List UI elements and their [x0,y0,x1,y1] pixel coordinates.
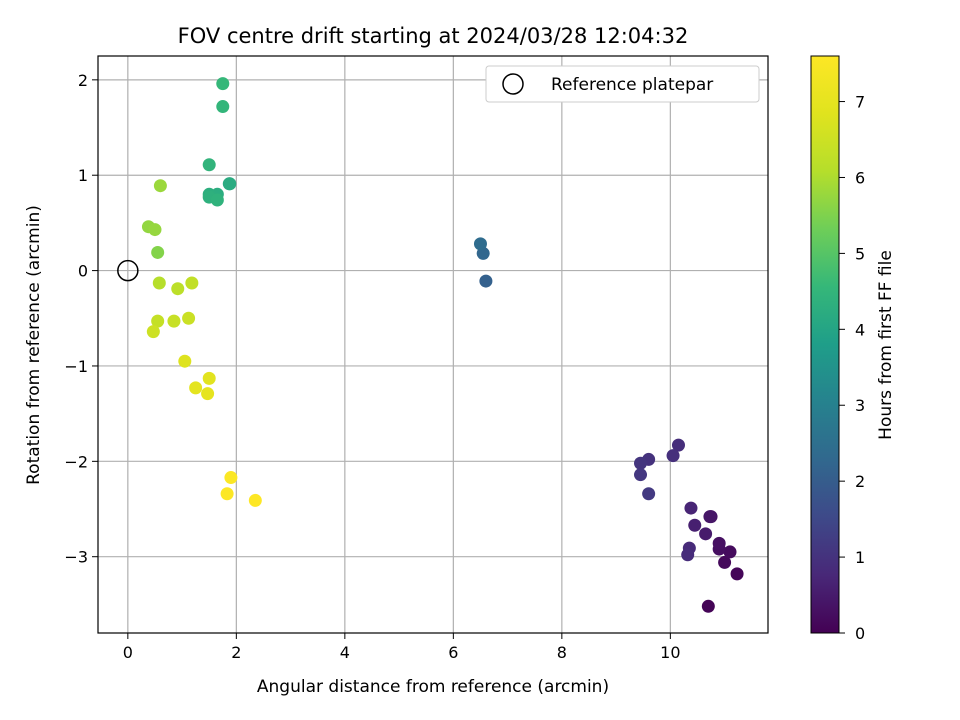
data-point [666,449,680,463]
data-point [210,193,224,207]
data-point [202,158,216,172]
colorbar-tick-label: 4 [855,320,865,339]
data-point [224,471,238,485]
data-point [723,545,737,559]
colorbar-tick-label: 7 [855,93,865,112]
legend: Reference platepar [485,65,760,103]
data-point [642,487,656,501]
x-tick-label: 2 [231,643,241,662]
data-point [699,527,713,541]
data-point [473,237,487,251]
data-point [220,487,234,501]
x-tick-label: 10 [660,643,680,662]
data-point [479,274,493,288]
x-tick-label: 0 [123,643,133,662]
y-tick-label: −3 [64,548,88,567]
colorbar-tick-label: 6 [855,168,865,187]
data-point [151,314,165,328]
data-point [718,555,732,569]
data-point [634,468,648,482]
y-axis-label: Rotation from reference (arcmin) [24,205,44,485]
data-point [216,100,230,114]
data-point [634,456,648,470]
data-point [712,536,726,550]
data-point [201,387,215,401]
data-point [681,548,695,562]
colorbar-ticks: 0 1 2 3 4 5 6 7 [839,93,865,643]
data-point [703,510,717,524]
legend-marker-icon [502,73,524,95]
legend-entry-reference-platepar: Reference platepar [551,75,713,95]
data-point [171,282,185,296]
data-point [178,354,192,368]
x-axis-label: Angular distance from reference (arcmin) [257,677,609,697]
data-point [146,325,160,339]
colorbar-tick-label: 5 [855,244,865,263]
data-point [671,438,685,452]
plot-area-frame [97,55,769,634]
x-tick-label: 6 [448,643,458,662]
data-point [730,567,744,581]
data-point [151,245,165,259]
colorbar-tick-label: 3 [855,396,865,415]
data-point [182,311,196,325]
y-tick-label: 2 [78,71,88,90]
colorbar-tick-label: 0 [855,624,865,643]
data-point [148,223,162,237]
x-tick-label: 8 [557,643,567,662]
chart-title: FOV centre drift starting at 2024/03/28 … [178,24,689,48]
data-point [216,77,230,91]
y-axis-ticks: −3 −2 −1 0 1 2 [64,71,98,567]
grid-lines [98,56,768,633]
data-point [202,371,216,385]
data-point [223,177,237,191]
colorbar [810,55,840,634]
data-point [248,493,262,507]
colorbar-label: Hours from first FF file [876,250,896,440]
data-point [167,314,181,328]
data-point [701,599,715,613]
y-tick-label: −1 [64,357,88,376]
y-tick-label: 1 [78,166,88,185]
data-point [185,276,199,290]
data-point [152,276,166,290]
data-point [189,381,203,395]
legend-box [485,65,760,103]
data-point [684,501,698,515]
x-axis-ticks: 0 2 4 6 8 10 [123,633,681,662]
colorbar-tick-label: 2 [855,472,865,491]
y-tick-label: 0 [78,262,88,281]
y-tick-label: −2 [64,452,88,471]
colorbar-tick-label: 1 [855,548,865,567]
data-points [141,77,744,613]
reference-platepar-marker [117,259,139,282]
data-point [688,518,702,532]
data-point [153,179,167,193]
x-tick-label: 4 [340,643,350,662]
